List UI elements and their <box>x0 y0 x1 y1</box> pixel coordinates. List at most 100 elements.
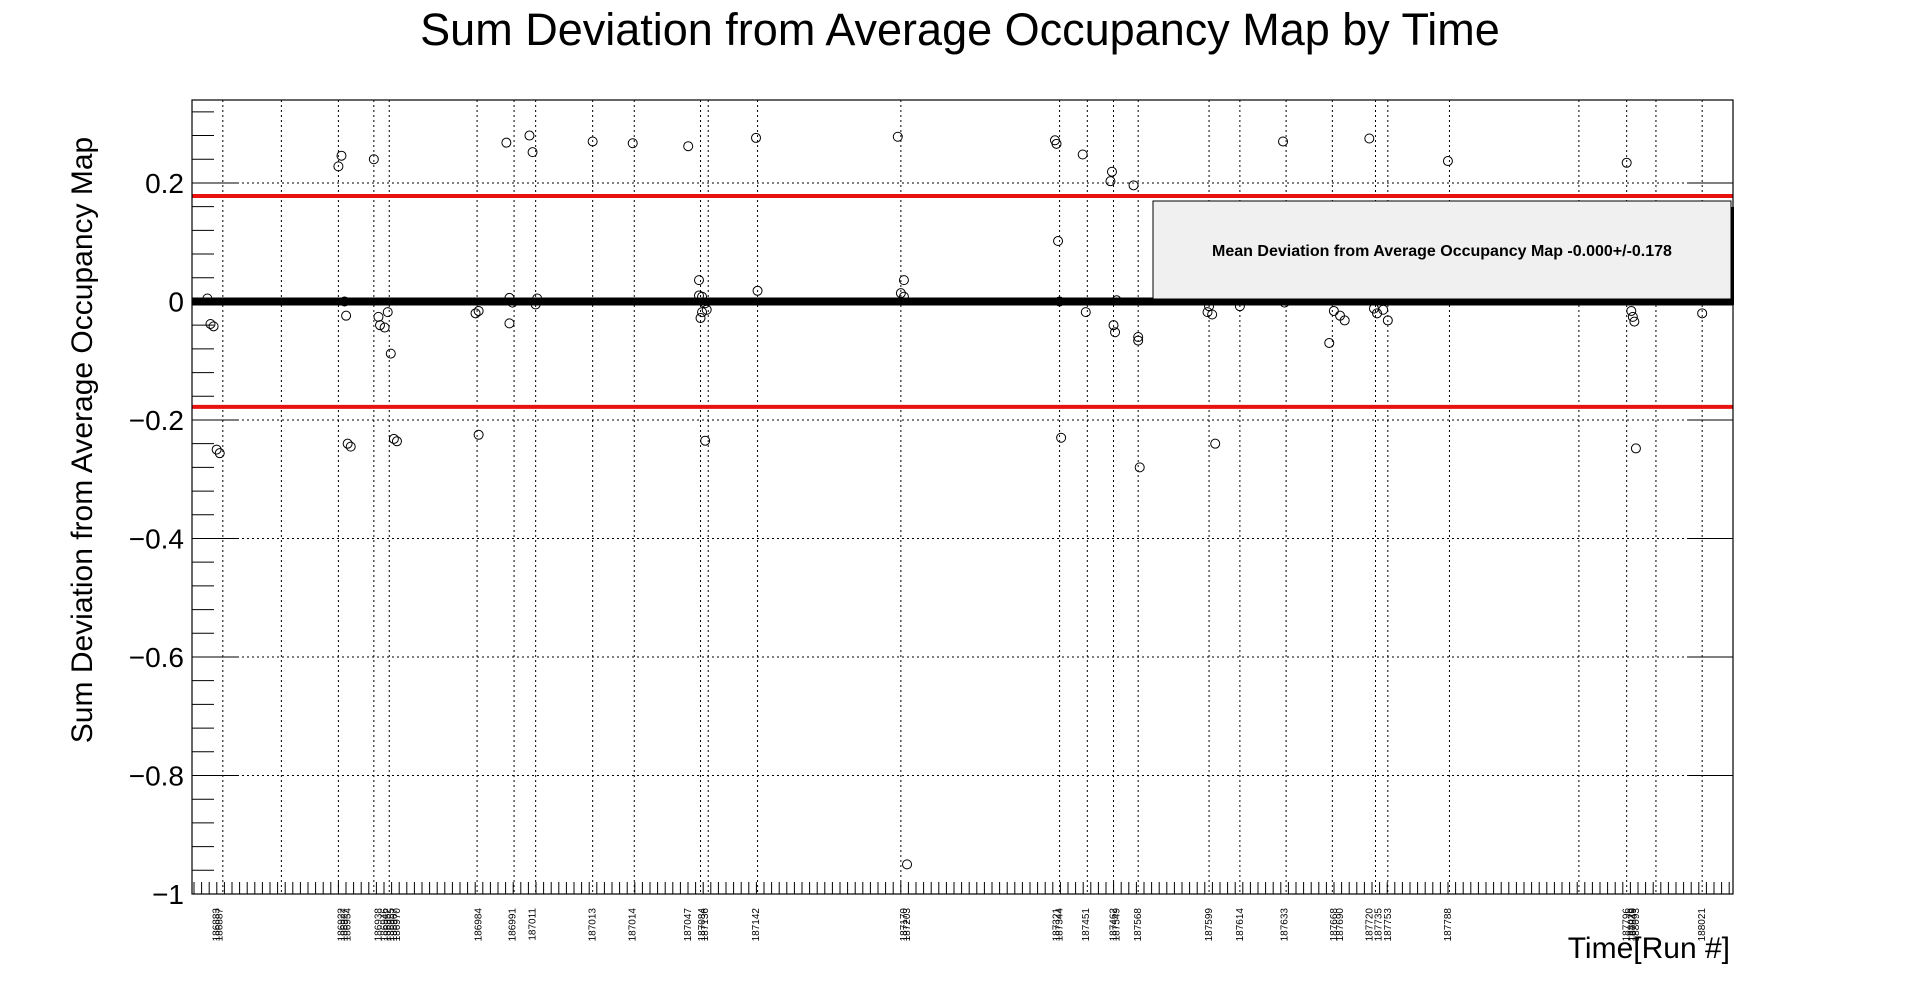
data-point <box>1278 136 1289 147</box>
points-layer <box>202 130 1708 870</box>
data-point <box>752 285 763 296</box>
x-tick-label: 187047 <box>683 908 694 942</box>
data-point <box>211 444 222 455</box>
data-point <box>627 138 638 149</box>
data-point <box>202 293 213 304</box>
data-point <box>214 448 225 459</box>
y-tick-label: −1 <box>152 879 184 910</box>
x-tick-label: 187011 <box>528 908 539 941</box>
data-point <box>700 298 711 309</box>
data-point <box>1382 315 1393 326</box>
y-axis-label: Sum Deviation from Average Occupancy Map <box>66 137 99 743</box>
data-point <box>524 130 535 141</box>
data-point <box>1364 133 1375 144</box>
data-point <box>1339 315 1350 326</box>
data-point <box>683 141 694 152</box>
data-point <box>751 132 762 143</box>
x-tick-label: 187084 <box>697 908 708 942</box>
data-point <box>1627 311 1638 322</box>
data-point <box>693 275 704 286</box>
x-tick-label: 187633 <box>1280 908 1291 942</box>
data-point <box>385 348 396 359</box>
x-tick-label: 186946 <box>380 908 391 942</box>
data-point <box>895 288 906 299</box>
data-point <box>1056 432 1067 443</box>
x-tick-label: 187321 <box>1052 908 1063 942</box>
data-point <box>1054 296 1065 307</box>
data-point <box>700 435 711 446</box>
data-point <box>208 321 219 332</box>
data-point <box>1108 320 1119 331</box>
data-point <box>339 296 350 307</box>
x-tick-label: 188029 <box>1626 908 1637 942</box>
x-tick-label: 187849 <box>1628 908 1639 942</box>
x-tick-label: 187720 <box>1364 908 1375 942</box>
x-tick-label: 187170 <box>899 908 910 942</box>
data-point <box>1110 327 1121 338</box>
x-tick-label: 187668 <box>1329 908 1340 942</box>
x-tick-label: 186967 <box>389 908 400 942</box>
data-point <box>368 154 379 165</box>
data-point <box>470 308 481 319</box>
data-point <box>375 320 386 331</box>
data-point <box>342 438 353 449</box>
data-point <box>1053 236 1064 247</box>
data-point <box>1372 308 1383 319</box>
data-point <box>373 311 384 322</box>
data-point <box>697 307 708 318</box>
x-tick-label: 187788 <box>1443 908 1454 942</box>
data-point <box>527 147 538 158</box>
data-point <box>507 297 518 308</box>
plot-frame <box>191 99 1734 895</box>
x-tick-label: 187568 <box>1133 908 1144 942</box>
x-axis-label: Time[Run #] <box>1568 932 1730 965</box>
data-point <box>1210 438 1221 449</box>
data-point <box>532 293 543 304</box>
x-tick-label: 187753 <box>1383 908 1394 942</box>
data-point <box>1134 462 1145 473</box>
x-tick-label: 186922 <box>336 908 347 942</box>
y-tick-label: −0.8 <box>129 760 184 791</box>
x-tick-label: 186927 <box>340 908 351 942</box>
x-tick-label: 187136 <box>700 908 711 942</box>
x-tick-label: 186887 <box>215 908 226 942</box>
x-tick-label: 187462 <box>1109 908 1120 942</box>
data-point <box>892 131 903 142</box>
x-tick-label: 186955 <box>386 908 397 942</box>
data-point <box>898 275 909 286</box>
y-tick-label: −0.4 <box>129 523 184 554</box>
data-point <box>1629 316 1640 327</box>
x-tick-label: 187690 <box>1335 908 1346 942</box>
data-point <box>701 304 712 315</box>
data-point <box>391 436 402 447</box>
data-point <box>1111 295 1122 306</box>
x-tick-label: 187142 <box>751 908 762 942</box>
x-tick-label: 188021 <box>1697 908 1708 942</box>
data-point <box>1324 337 1335 348</box>
data-point <box>697 291 708 302</box>
x-tick-label: 187614 <box>1235 908 1246 942</box>
data-point <box>1202 307 1213 318</box>
stats-box-text: Mean Deviation from Average Occupancy Ma… <box>1212 243 1672 260</box>
x-tick-label: 186938 <box>373 908 384 942</box>
data-point <box>1378 304 1389 315</box>
x-tick-label: 187796 <box>1622 908 1633 942</box>
data-point <box>341 310 352 321</box>
stats-box-rect <box>1152 200 1732 300</box>
x-tick-label: 186970 <box>392 908 403 942</box>
data-point <box>205 318 216 329</box>
chart-title: Sum Deviation from Average Occupancy Map… <box>420 4 1500 55</box>
x-tick-label: 187451 <box>1081 908 1092 942</box>
y-tick-label: 0 <box>168 286 184 317</box>
data-point <box>1328 305 1339 316</box>
data-point <box>504 318 515 329</box>
data-point <box>1080 307 1091 318</box>
x-tick-label: 187014 <box>628 908 639 942</box>
x-tick-label: 188093 <box>1631 908 1642 942</box>
data-point <box>473 305 484 316</box>
x-tick-label: 186991 <box>508 908 519 942</box>
data-point <box>530 299 541 310</box>
